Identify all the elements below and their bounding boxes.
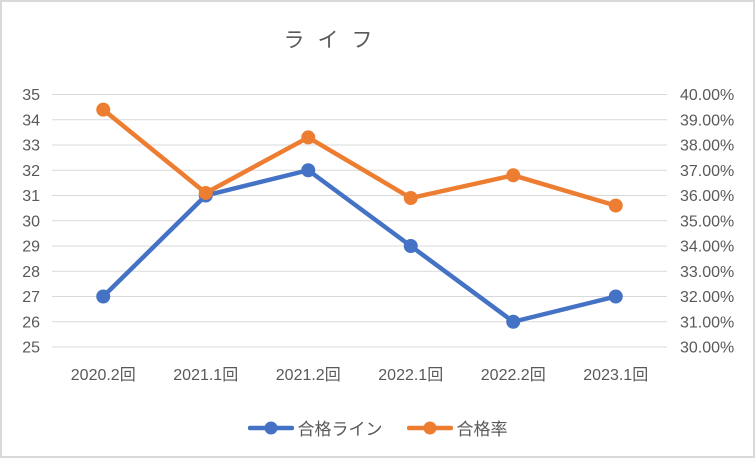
- series-point-0-4: [506, 314, 521, 329]
- right-axis-tick: 38.00%: [680, 138, 734, 155]
- series-point-1-4: [506, 168, 521, 183]
- series-point-1-5: [608, 198, 623, 213]
- left-axis-tick: 29: [22, 239, 40, 256]
- legend: 合格ライン 合格率: [2, 415, 753, 440]
- right-axis-tick: 39.00%: [680, 112, 734, 129]
- x-axis-tick: 2021.1回: [173, 367, 238, 384]
- left-axis-tick: 28: [22, 264, 40, 281]
- x-axis-tick: 2020.2回: [71, 367, 136, 384]
- series-point-0-0: [96, 289, 111, 304]
- chart-title: ライフ: [283, 29, 386, 52]
- legend-label-pass-rate: 合格率: [456, 420, 508, 439]
- series-point-0-3: [403, 239, 418, 253]
- left-axis-tick: 35: [22, 87, 40, 104]
- left-axis-tick: 31: [22, 188, 40, 205]
- x-axis-tick: 2021.2回: [276, 367, 341, 384]
- series-point-0-5: [608, 289, 623, 304]
- left-axis-tick: 26: [22, 314, 40, 331]
- series-point-1-0: [96, 102, 111, 117]
- series-point-0-2: [301, 163, 316, 178]
- series-point-1-1: [198, 185, 213, 200]
- line-marker-icon: [247, 421, 294, 434]
- left-axis-tick: 30: [22, 213, 40, 230]
- right-axis-tick: 35.00%: [680, 213, 734, 230]
- left-axis-tick: 32: [22, 163, 40, 180]
- left-axis-tick: 34: [22, 112, 40, 129]
- right-axis-tick: 40.00%: [680, 87, 734, 104]
- legend-item-pass-rate: 合格率: [406, 415, 508, 440]
- right-axis-tick: 33.00%: [680, 264, 734, 281]
- left-axis-tick: 33: [22, 138, 40, 155]
- x-axis-tick: 2022.1回: [378, 367, 443, 384]
- right-axis-tick: 36.00%: [680, 188, 734, 205]
- legend-label-pass-line: 合格ライン: [297, 420, 383, 439]
- left-axis-tick: 27: [22, 289, 40, 306]
- right-axis-tick: 37.00%: [680, 163, 734, 180]
- right-axis-tick: 30.00%: [680, 340, 734, 357]
- legend-item-pass-line: 合格ライン: [247, 415, 383, 440]
- left-axis-tick: 25: [22, 340, 40, 357]
- series-point-1-2: [301, 130, 316, 145]
- x-axis-tick: 2023.1回: [583, 367, 648, 384]
- right-axis-tick: 31.00%: [680, 314, 734, 331]
- series-line-0: [101, 168, 618, 324]
- right-axis-tick: 34.00%: [680, 239, 734, 256]
- line-marker-icon: [406, 421, 453, 434]
- right-axis-tick: 32.00%: [680, 289, 734, 306]
- x-axis-tick: 2022.2回: [481, 367, 546, 384]
- series-point-1-3: [403, 191, 418, 206]
- series-line-1: [101, 107, 618, 208]
